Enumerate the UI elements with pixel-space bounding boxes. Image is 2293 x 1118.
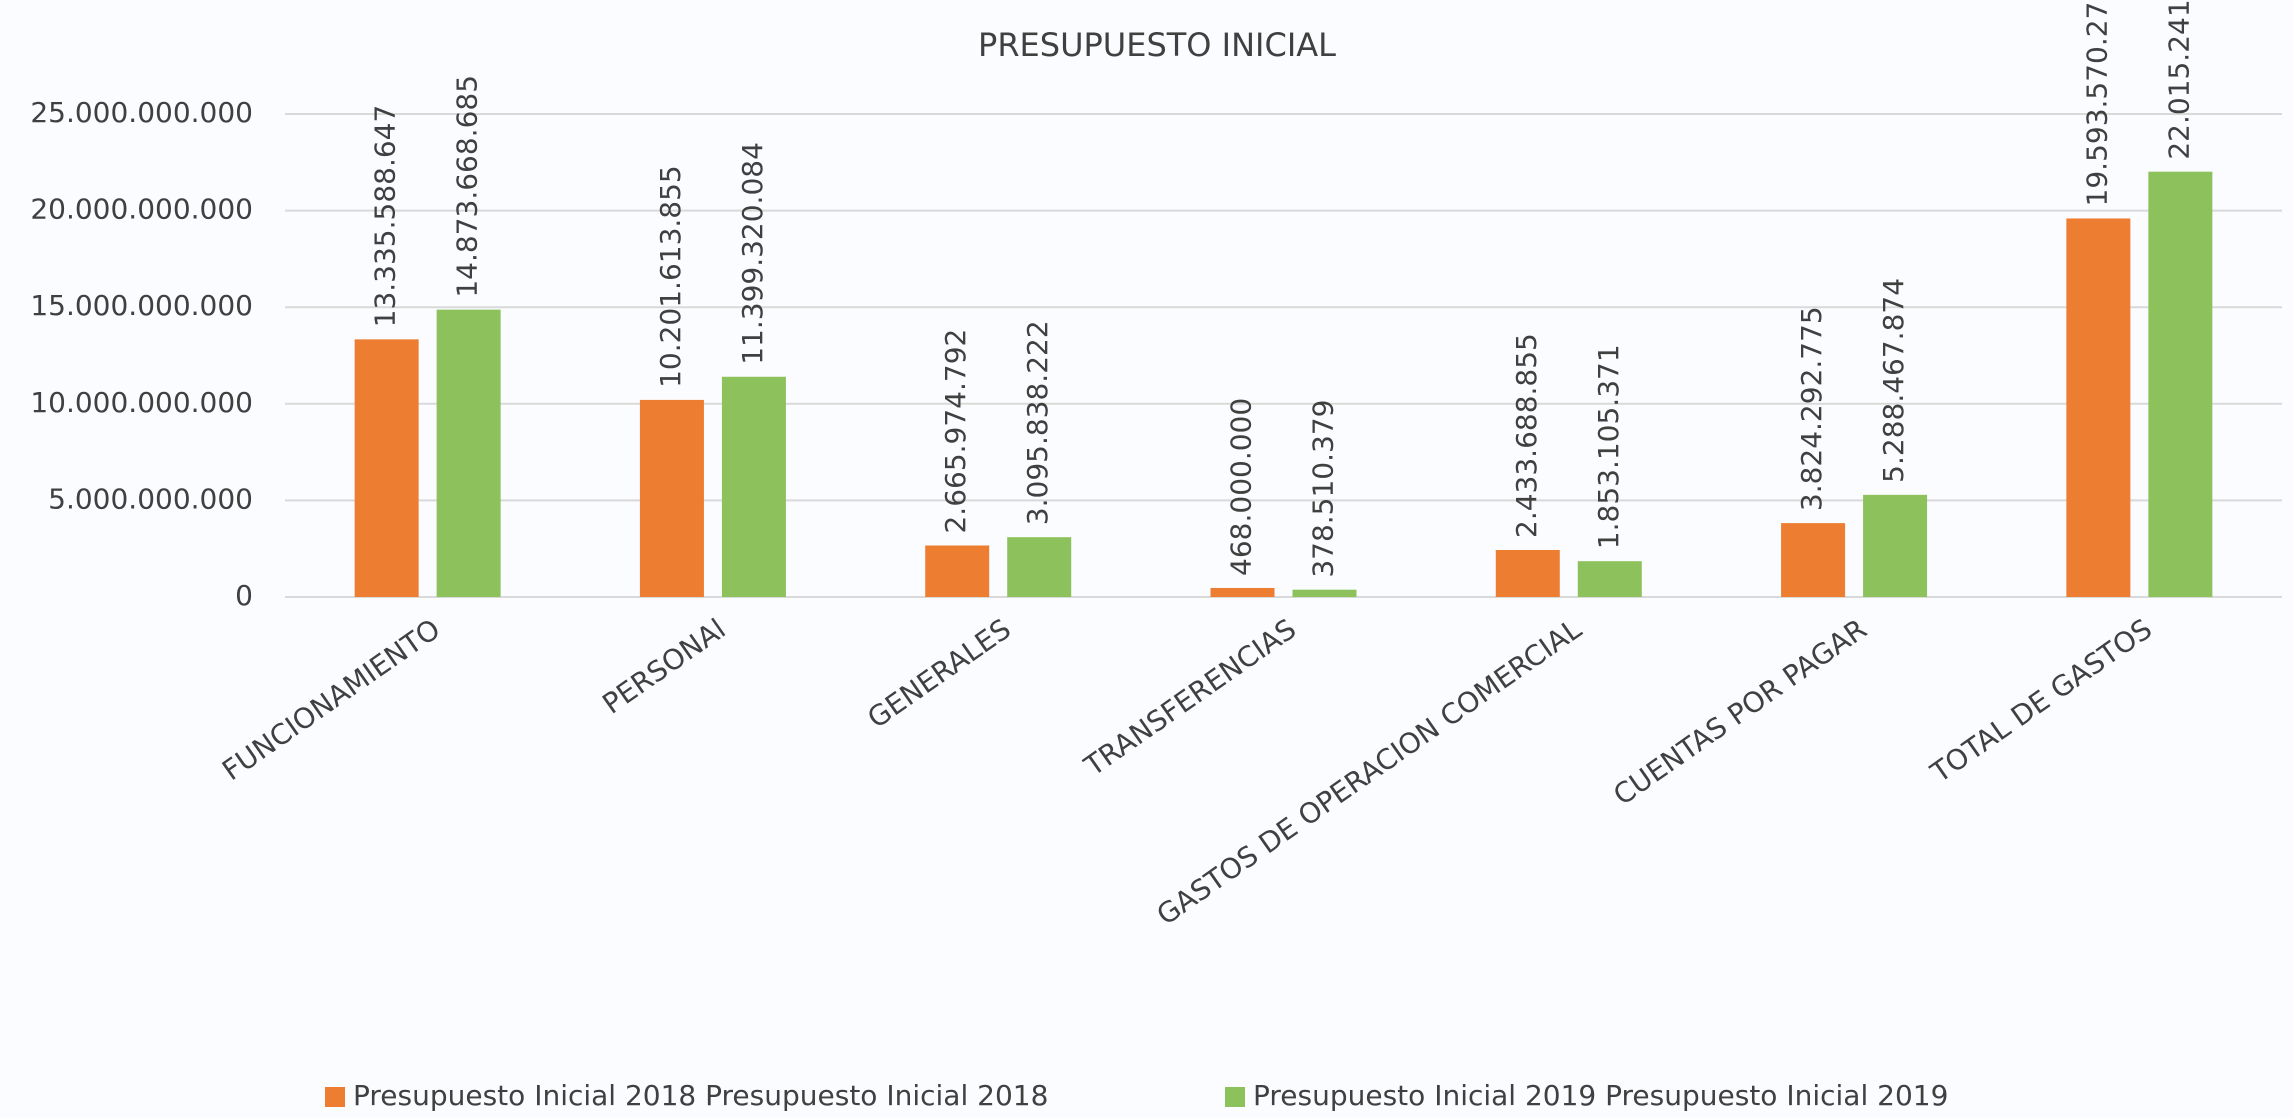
y-tick-label: 25.000.000.000 bbox=[30, 96, 253, 129]
bar bbox=[354, 339, 419, 597]
data-label: 3.824.292.775 bbox=[1795, 306, 1828, 511]
data-label: 2.665.974.792 bbox=[939, 329, 972, 534]
legend-swatch bbox=[1225, 1087, 1245, 1107]
data-label: 19.593.570.277 bbox=[2080, 0, 2113, 206]
bar bbox=[2066, 218, 2131, 598]
data-label: 14.873.668.685 bbox=[451, 75, 484, 298]
y-tick-label: 10.000.000.000 bbox=[30, 386, 253, 419]
bar bbox=[1210, 587, 1275, 597]
bar bbox=[721, 376, 786, 597]
y-tick-label: 15.000.000.000 bbox=[30, 289, 253, 322]
bar bbox=[1863, 494, 1928, 597]
bar bbox=[2148, 171, 2213, 597]
legend-label: Presupuesto Inicial 2018 Presupuesto Ini… bbox=[353, 1079, 1048, 1112]
data-label: 11.399.320.084 bbox=[736, 142, 769, 365]
data-label: 3.095.838.222 bbox=[1021, 320, 1054, 525]
data-label: 22.015.241.930 bbox=[2162, 0, 2195, 160]
data-label: 13.335.588.647 bbox=[369, 105, 402, 328]
data-label: 468.000.000 bbox=[1225, 398, 1258, 576]
bar bbox=[639, 399, 704, 597]
data-label: 5.288.467.874 bbox=[1877, 278, 1910, 483]
data-label: 10.201.613.855 bbox=[654, 165, 687, 388]
y-tick-label: 0 bbox=[235, 579, 253, 612]
bar bbox=[436, 309, 501, 597]
legend-swatch bbox=[325, 1087, 345, 1107]
y-tick-label: 20.000.000.000 bbox=[30, 193, 253, 226]
bar bbox=[1781, 523, 1846, 597]
bar bbox=[1577, 561, 1642, 597]
data-label: 2.433.688.855 bbox=[1510, 333, 1543, 538]
legend-label: Presupuesto Inicial 2019 Presupuesto Ini… bbox=[1253, 1079, 1948, 1112]
chart-title: PRESUPUESTO INICIAL bbox=[978, 26, 1336, 64]
data-label: 378.510.379 bbox=[1307, 400, 1340, 578]
bar bbox=[1007, 537, 1072, 597]
data-label: 1.853.105.371 bbox=[1592, 344, 1625, 549]
y-tick-label: 5.000.000.000 bbox=[48, 482, 253, 515]
bar bbox=[1495, 549, 1560, 597]
bar bbox=[925, 545, 990, 597]
bar bbox=[1292, 589, 1357, 597]
